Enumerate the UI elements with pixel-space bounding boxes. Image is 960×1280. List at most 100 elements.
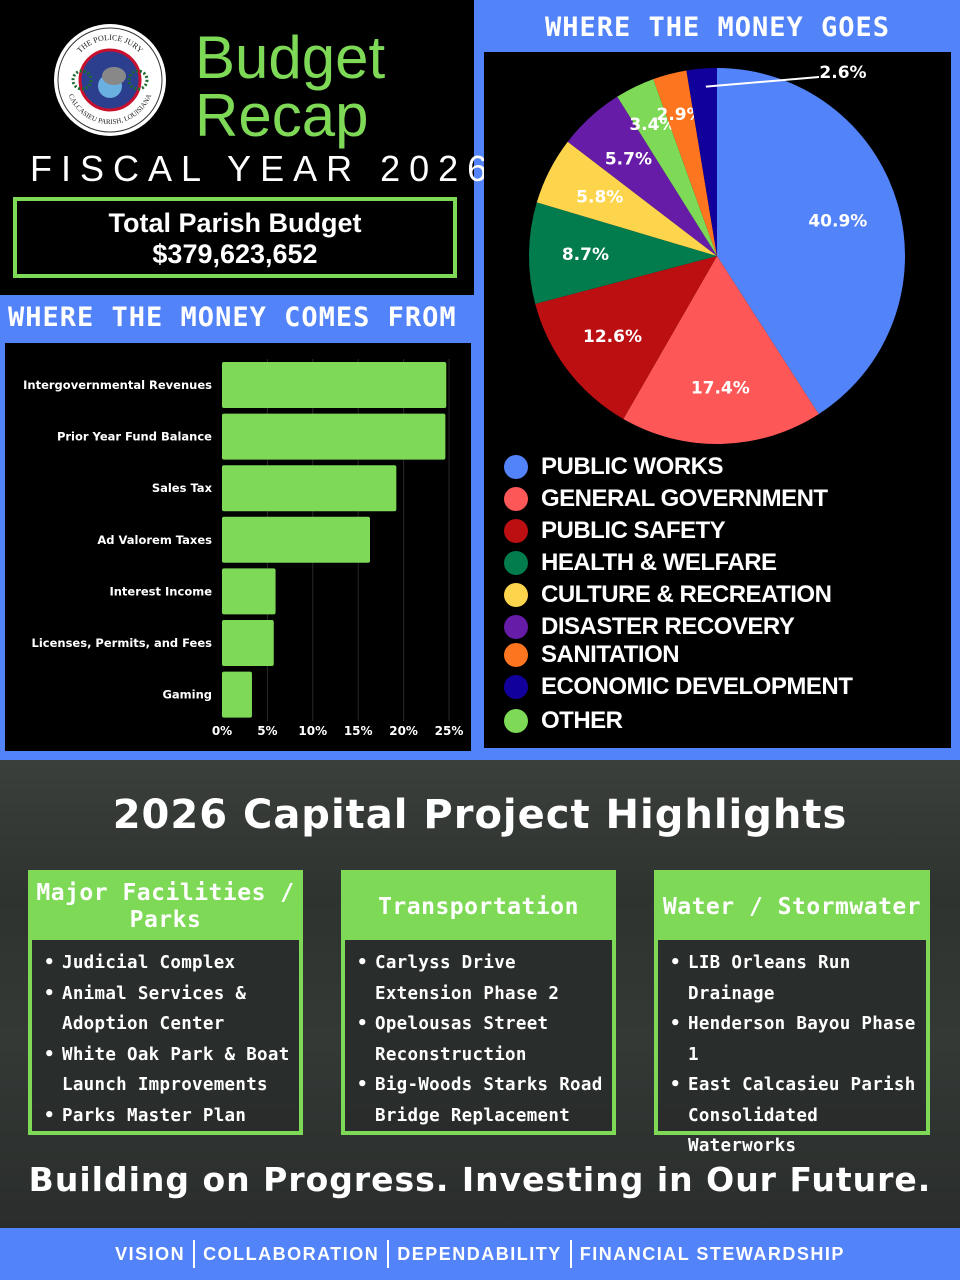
title-recap: Recap: [195, 82, 369, 149]
pie-slice: [686, 68, 717, 256]
legend-label: DISASTER RECOVERY: [541, 613, 795, 640]
total-budget-value: $379,623,652: [152, 239, 318, 269]
bar: [222, 362, 447, 408]
category-label: Licenses, Permits, and Fees: [32, 636, 213, 650]
project-item: White Oak Park & Boat Launch Improvement…: [44, 1040, 293, 1101]
legend-swatch: [504, 615, 528, 639]
pie-slice: [567, 96, 717, 256]
x-tick-label: 15%: [344, 724, 373, 738]
footer-item: VISION: [115, 1243, 186, 1264]
slice-label: 17.4%: [691, 379, 750, 399]
footer-item: COLLABORATION: [203, 1243, 380, 1264]
pie-slice: [535, 256, 717, 420]
expenditure-pie-panel: 40.9% 17.4% 12.6% 8.7% 5.8% 5.7% 3.4% 2.9% 2.6% …: [484, 52, 951, 748]
legend-item: PUBLIC SAFETY: [504, 517, 726, 545]
slice-label: 5.8%: [576, 187, 623, 207]
x-tick-label: 5%: [257, 724, 277, 738]
category-label: Intergovernmental Revenues: [23, 378, 212, 392]
project-item: Parks Master Plan: [44, 1101, 293, 1132]
slice-label: 2.6%: [819, 63, 866, 83]
x-tick-label: 20%: [389, 724, 418, 738]
legend-label: GENERAL GOVERNMENT: [541, 485, 828, 512]
pie-slice: [529, 202, 717, 304]
project-item: Big-Woods Starks Road Bridge Replacement: [357, 1070, 606, 1131]
footer-values: VISION COLLABORATION DEPENDABILITY FINAN…: [0, 1228, 960, 1280]
project-item: Henderson Bayou Phase 1: [670, 1009, 920, 1070]
legend-swatch: [504, 551, 528, 575]
category-label: Sales Tax: [152, 481, 213, 495]
title-budget: Budget: [195, 24, 386, 91]
project-card-title: Major Facilities / Parks: [32, 874, 299, 940]
footer-divider: [569, 1240, 572, 1268]
project-card-water: Water / Stormwater LIB Orleans Run Drain…: [654, 870, 930, 1156]
legend-label: OTHER: [541, 707, 623, 734]
bar: [222, 465, 397, 512]
tagline: Building on Progress. Investing in Our F…: [28, 1160, 932, 1199]
category-label: Prior Year Fund Balance: [57, 430, 212, 444]
category-label: Ad Valorem Taxes: [97, 533, 212, 547]
slice-label: 8.7%: [562, 245, 609, 265]
project-item: LIB Orleans Run Drainage: [670, 948, 920, 1009]
legend-label: SANITATION: [541, 641, 680, 668]
project-item: East Calcasieu Parish Consolidated Water…: [670, 1070, 920, 1162]
total-budget-box: Total Parish Budget $379,623,652: [13, 197, 457, 278]
bar: [222, 671, 252, 718]
legend-label: HEALTH & WELFARE: [541, 549, 777, 576]
pie-slice: [617, 79, 717, 257]
legend-item: GENERAL GOVERNMENT: [504, 485, 828, 513]
project-item: Carlyss Drive Extension Phase 2: [357, 948, 606, 1009]
legend-swatch: [504, 675, 528, 699]
legend-item: SANITATION: [504, 641, 680, 669]
pie-slice: [653, 70, 717, 256]
leader-line: [705, 76, 820, 88]
fiscal-year: FISCAL YEAR 2026: [30, 148, 497, 189]
slice-label: 12.6%: [583, 327, 642, 347]
legend-item: DISASTER RECOVERY: [504, 613, 795, 641]
total-budget-label: Total Parish Budget: [108, 208, 362, 238]
legend-label: PUBLIC WORKS: [541, 453, 724, 480]
revenue-bar-chart: 0% 5% 10% 15% 20% 25% Intergovernmental Revenu…: [5, 343, 471, 751]
footer-item: DEPENDABILITY: [397, 1243, 562, 1264]
legend-swatch: [504, 709, 528, 733]
bar-chart-svg: 0% 5% 10% 15% 20% 25% Intergovernmental Revenu…: [23, 359, 464, 738]
project-card-title: Water / Stormwater: [658, 874, 926, 940]
pie-slice: [623, 256, 819, 445]
legend-swatch: [504, 455, 528, 479]
bar: [222, 516, 371, 563]
legend-item: OTHER: [504, 707, 623, 735]
bar: [222, 413, 446, 460]
project-item: Judicial Complex: [44, 948, 293, 979]
legend-item: ECONOMIC DEVELOPMENT: [504, 673, 853, 701]
legend-swatch: [504, 487, 528, 511]
pie-chart-svg: 40.9% 17.4% 12.6% 8.7% 5.8% 5.7% 3.4%2.9% 2.6%: [529, 63, 905, 445]
capital-title: 2026 Capital Project Highlights: [112, 792, 848, 838]
project-item: Animal Services & Adoption Center: [44, 979, 293, 1040]
legend-item: PUBLIC WORKS: [504, 453, 724, 481]
legend-item: HEALTH & WELFARE: [504, 549, 777, 577]
project-card-transportation: Transportation Carlyss Drive Extension P…: [341, 870, 616, 1135]
legend-swatch: [504, 583, 528, 607]
slice-label: 3.4%: [629, 115, 676, 135]
x-tick-label: 10%: [298, 724, 327, 738]
bar: [222, 568, 276, 615]
pie-slice: [536, 141, 717, 256]
category-label: Gaming: [162, 688, 212, 702]
footer-item: FINANCIAL STEWARDSHIP: [579, 1243, 845, 1264]
project-card-facilities: Major Facilities / Parks Judicial Comple…: [28, 870, 303, 1135]
pie-slice: [717, 68, 905, 415]
slice-label: 40.9%: [808, 211, 867, 231]
sources-title: WHERE THE MONEY COMES FROM: [8, 302, 457, 333]
category-label: Interest Income: [109, 584, 212, 598]
slice-label: 5.7%: [605, 150, 652, 170]
x-tick-label: 0%: [212, 724, 232, 738]
bar: [222, 620, 274, 666]
x-tick-label: 25%: [435, 724, 464, 738]
project-item: Opelousas Street Reconstruction: [357, 1009, 606, 1070]
legend-label: ECONOMIC DEVELOPMENT: [541, 673, 853, 700]
project-card-title: Transportation: [345, 874, 612, 940]
uses-title: WHERE THE MONEY GOES: [544, 12, 891, 43]
footer-divider: [387, 1240, 390, 1268]
legend-item: CULTURE & RECREATION: [504, 581, 832, 609]
footer-divider: [193, 1240, 196, 1268]
legend-swatch: [504, 519, 528, 543]
